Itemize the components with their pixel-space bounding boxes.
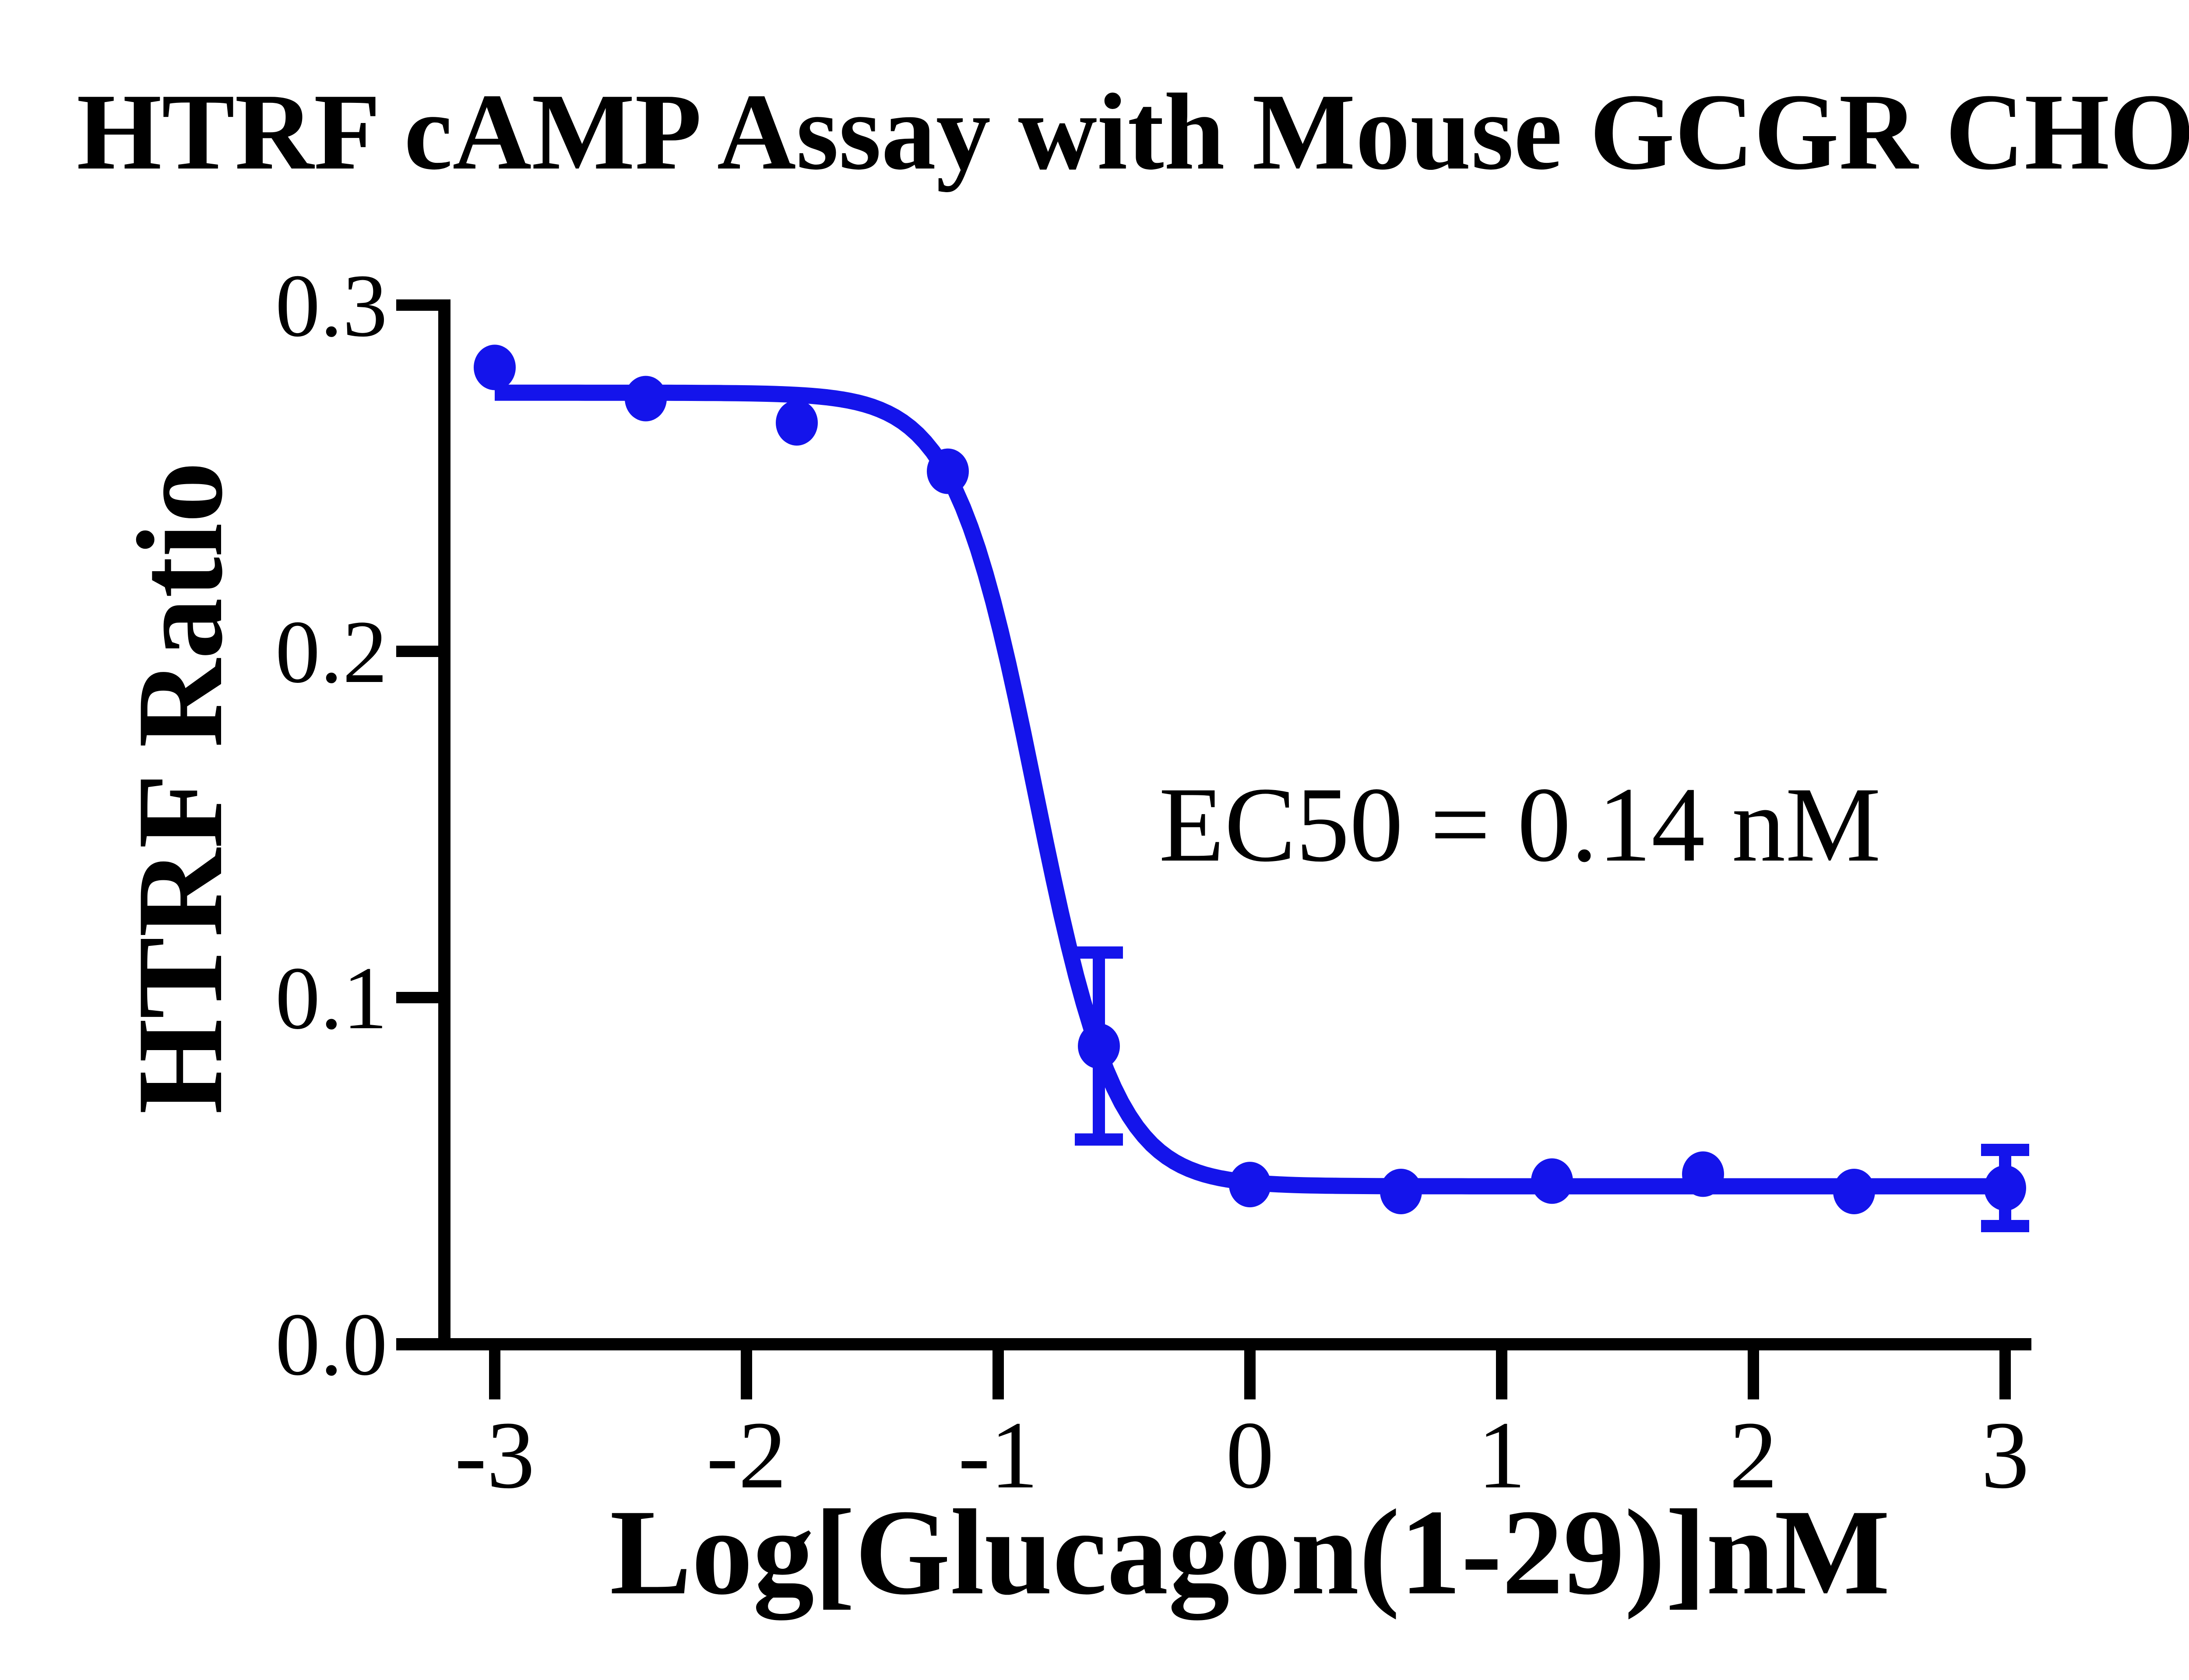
x-tick — [992, 1350, 1004, 1399]
x-tick-label: 0 — [1226, 1402, 1274, 1508]
y-tick-label: 0.2 — [275, 602, 387, 702]
data-point — [474, 344, 516, 390]
x-tick — [741, 1350, 752, 1399]
error-bars-layer — [1075, 946, 2029, 1233]
x-tick — [1748, 1350, 1759, 1399]
data-point — [927, 448, 969, 494]
y-tick-label: 0.1 — [275, 949, 387, 1048]
x-tick-label: 3 — [1981, 1402, 2029, 1508]
x-tick-label: -3 — [454, 1402, 535, 1508]
y-tick — [396, 646, 450, 657]
x-tick-label: 2 — [1729, 1402, 1777, 1508]
x-tick — [1999, 1350, 2011, 1399]
y-tick-label: 0.0 — [275, 1295, 387, 1394]
data-point — [1531, 1158, 1573, 1204]
x-tick-label: -2 — [706, 1402, 786, 1508]
data-point — [776, 400, 818, 446]
chart-title: HTRF cAMP Assay with Mouse GCGR CHO(C10） — [77, 71, 2189, 193]
data-points-layer — [474, 344, 2026, 1214]
data-point — [1682, 1151, 1724, 1197]
y-tick — [396, 992, 450, 1003]
x-tick — [1496, 1350, 1507, 1399]
y-tick — [396, 299, 450, 311]
data-point — [1984, 1165, 2026, 1211]
data-point — [1229, 1162, 1271, 1208]
y-axis-spine — [438, 301, 450, 1350]
data-point — [625, 376, 667, 422]
y-tick-label: 0.3 — [275, 256, 387, 355]
data-point — [1380, 1168, 1422, 1214]
x-tick-label: 1 — [1478, 1402, 1526, 1508]
x-tick — [489, 1350, 500, 1399]
axes-layer: 0.0 0.1 0.2 0.3 -3 -2 -1 0 1 2 3 — [275, 256, 2031, 1508]
x-axis-spine — [396, 1338, 2031, 1350]
data-point — [1078, 1023, 1120, 1069]
data-point — [1833, 1168, 1875, 1214]
ec50-annotation: EC50 = 0.14 nM — [1159, 765, 1881, 884]
x-tick — [1244, 1350, 1256, 1399]
y-axis-title: HTRF Ratio — [112, 462, 248, 1114]
x-tick-label: -1 — [958, 1402, 1038, 1508]
x-axis-title: Log[Glucagon(1-29)]nM — [610, 1484, 1890, 1622]
